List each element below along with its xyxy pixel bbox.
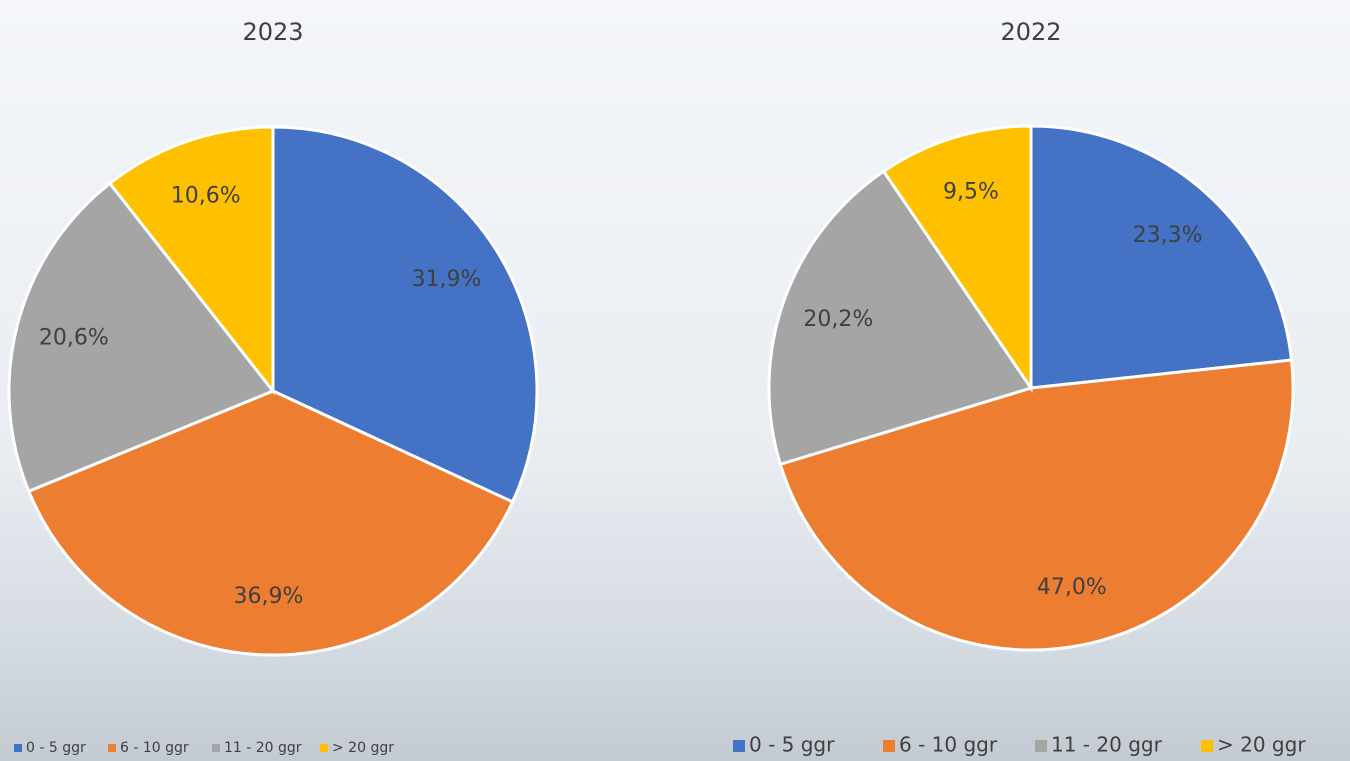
legend-swatch bbox=[733, 740, 745, 752]
legend-label: 11 - 20 ggr bbox=[224, 740, 302, 756]
legend-label: 6 - 10 ggr bbox=[899, 733, 998, 757]
data-label: 47,0% bbox=[1037, 575, 1107, 600]
legend-swatch bbox=[14, 744, 22, 752]
data-label: 9,5% bbox=[943, 180, 999, 205]
legend-swatch bbox=[1201, 740, 1213, 752]
chart-title: 2023 bbox=[242, 18, 303, 46]
legend-label: > 20 ggr bbox=[332, 740, 394, 756]
data-label: 23,3% bbox=[1133, 223, 1203, 248]
legend-label: 0 - 5 ggr bbox=[749, 733, 835, 757]
page: 2023 31,9% 36,9% 20,6% 10,6% 0 - 5 ggr 6 - 10 … bbox=[0, 0, 1350, 761]
data-label: 20,2% bbox=[803, 307, 873, 332]
data-label: 31,9% bbox=[412, 267, 482, 292]
legend-swatch bbox=[108, 744, 116, 752]
legend-swatch bbox=[1035, 740, 1047, 752]
legend-swatch bbox=[212, 744, 220, 752]
data-label: 10,6% bbox=[171, 183, 241, 208]
legend-label: 0 - 5 ggr bbox=[26, 740, 86, 756]
data-label: 36,9% bbox=[234, 584, 304, 609]
legend-label: 6 - 10 ggr bbox=[120, 740, 189, 756]
data-label: 20,6% bbox=[39, 326, 109, 351]
legend-label: 11 - 20 ggr bbox=[1051, 733, 1163, 757]
chart-title: 2022 bbox=[1000, 18, 1061, 46]
legend-swatch bbox=[320, 744, 328, 752]
legend-swatch bbox=[883, 740, 895, 752]
legend-label: > 20 ggr bbox=[1217, 733, 1306, 757]
